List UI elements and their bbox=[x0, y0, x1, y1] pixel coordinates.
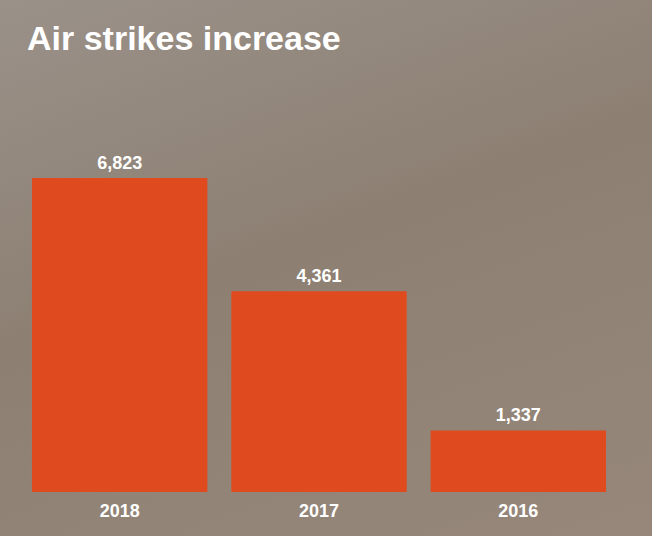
svg-text:2018: 2018 bbox=[100, 501, 140, 521]
svg-text:2016: 2016 bbox=[498, 501, 538, 521]
svg-text:2017: 2017 bbox=[299, 501, 339, 521]
svg-text:6,823: 6,823 bbox=[97, 153, 142, 173]
svg-text:Air strikes increase: Air strikes increase bbox=[27, 19, 341, 57]
svg-text:4,361: 4,361 bbox=[296, 266, 341, 286]
svg-text:1,337: 1,337 bbox=[496, 405, 541, 425]
